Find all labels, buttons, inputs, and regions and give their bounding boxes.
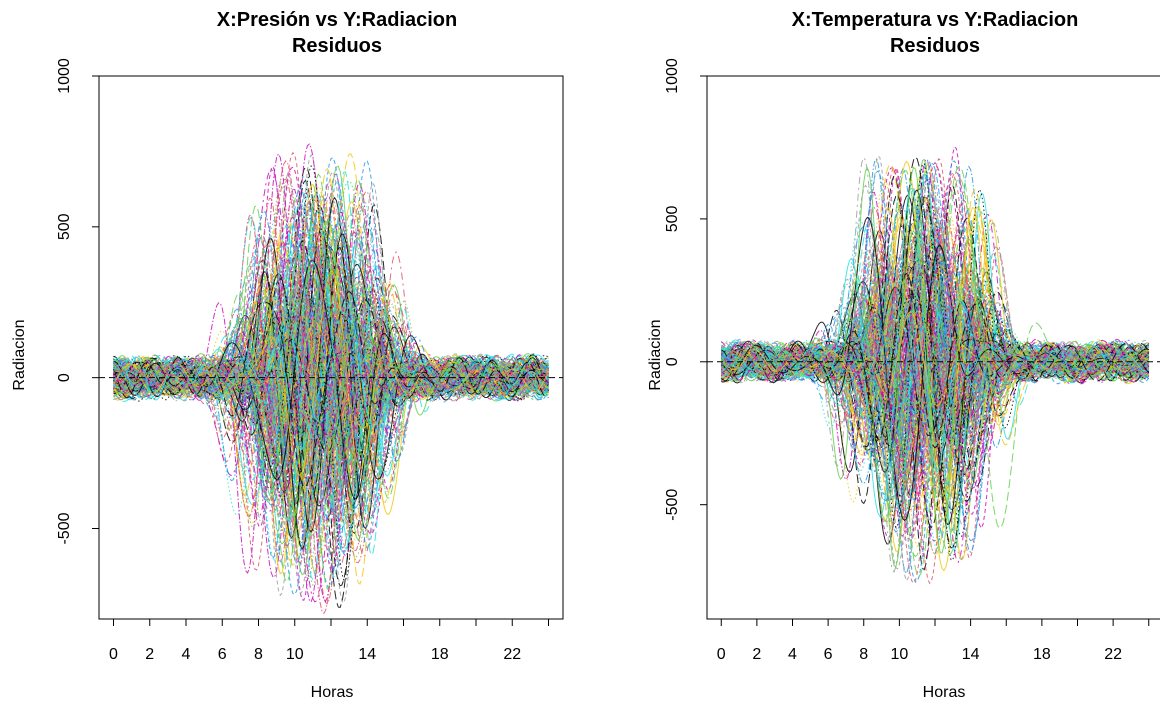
left-chart-series-line-211 — [113, 289, 549, 472]
right-chart-panel: X:Temperatura vs Y:Radiacion Residuos 0 2… — [647, 9, 1160, 701]
left-chart-x-tick-label-0: 0 — [109, 646, 118, 663]
right-chart-series-line-232 — [720, 218, 1150, 503]
right-chart-series-line-235 — [721, 230, 1150, 497]
right-chart-x-tick-label-14: 14 — [962, 646, 980, 663]
left-chart-x-tick-label-8: 8 — [254, 646, 263, 663]
right-chart-series-line-189 — [720, 219, 1150, 511]
left-chart-title-line-1: X:Presión vs Y:Radiacion — [217, 9, 457, 31]
left-chart-x-tick-label-18: 18 — [431, 646, 449, 663]
left-chart-series-line-257 — [113, 290, 549, 488]
left-chart-series-line-106 — [113, 194, 549, 552]
left-chart-series-line-228 — [113, 312, 549, 441]
right-chart-series-line-247 — [720, 311, 1150, 407]
right-chart-series-line-252 — [720, 226, 1149, 503]
left-chart-series-group — [113, 143, 549, 615]
right-chart-title-line-1: X:Temperatura vs Y:Radiacion — [792, 9, 1079, 31]
left-chart-x-tick-label-14: 14 — [358, 646, 376, 663]
left-chart-series-line-255 — [113, 326, 549, 430]
left-chart-series-line-153 — [113, 292, 549, 467]
left-chart-y-tick-label-1000: 1000 — [56, 58, 73, 94]
left-chart-x-tick-label-22: 22 — [503, 646, 521, 663]
left-chart-x-tick-label-10: 10 — [286, 646, 304, 663]
left-chart-x-tick-label-6: 6 — [218, 646, 227, 663]
right-chart-series-line-230 — [720, 316, 1150, 399]
right-chart-title-line-2: Residuos — [890, 35, 980, 57]
left-chart-series-line-231 — [113, 267, 549, 477]
left-chart-series-line-196 — [113, 210, 549, 565]
right-chart-series-line-224 — [720, 214, 1150, 493]
right-chart-series-group — [720, 145, 1150, 585]
right-chart-series-line-258 — [720, 318, 1150, 417]
right-chart-x-tick-label-2: 2 — [752, 646, 761, 663]
left-chart-series-line-53 — [113, 190, 549, 567]
left-chart-x-axis-label: Horas — [311, 684, 354, 701]
left-chart-series-line-250 — [113, 281, 549, 482]
right-chart-series-line-110 — [720, 166, 1149, 542]
left-chart-series-line-248 — [113, 261, 549, 488]
right-chart-x-tick-label-6: 6 — [824, 646, 833, 663]
left-chart-series-line-205 — [113, 237, 549, 517]
left-chart-series-line-178 — [113, 197, 549, 565]
right-chart-x-tick-label-0: 0 — [717, 646, 726, 663]
right-chart-series-line-238 — [721, 265, 1149, 455]
left-chart-series-line-252 — [113, 185, 549, 575]
left-chart-x-axis: 0 2 4 6 8 10 14 18 22 — [109, 618, 549, 663]
right-chart-series-line-242 — [720, 314, 1150, 418]
right-chart-x-axis: 0 2 4 6 8 10 14 18 22 — [717, 618, 1150, 663]
right-chart-series-line-225 — [721, 243, 1150, 471]
left-chart-series-line-258 — [113, 233, 549, 529]
left-chart-series-line-215 — [113, 167, 549, 585]
left-chart-series-line-194 — [113, 263, 549, 498]
right-chart-series-line-170 — [720, 166, 1150, 585]
right-chart-y-tick-label-500: 500 — [664, 205, 681, 232]
right-chart-y-axis-label: Radiacion — [647, 319, 664, 390]
left-chart-y-axis: -500 0 500 1000 — [56, 58, 100, 545]
right-chart-x-axis-label: Horas — [923, 684, 966, 701]
left-chart-title-line-2: Residuos — [292, 35, 382, 57]
right-chart-y-tick-label-0: 0 — [664, 357, 681, 366]
right-chart-y-tick-label-1000: 1000 — [664, 58, 681, 94]
right-chart-series-line-192 — [720, 315, 1150, 416]
left-chart-y-tick-label-500: 500 — [56, 213, 73, 240]
right-chart-series-line-234 — [721, 253, 1149, 490]
right-chart-series-line-203 — [720, 241, 1150, 474]
left-chart-series-line-225 — [113, 284, 549, 467]
left-chart-x-tick-label-2: 2 — [145, 646, 154, 663]
right-chart-series-line-215 — [720, 207, 1150, 513]
left-chart-y-tick-label-0: 0 — [56, 373, 73, 382]
right-chart-series-line-254 — [720, 161, 1150, 515]
right-chart-series-line-256 — [720, 210, 1150, 498]
right-chart-x-tick-label-4: 4 — [788, 646, 797, 663]
right-chart-x-tick-label-8: 8 — [859, 646, 868, 663]
left-chart-series-line-251 — [113, 173, 549, 583]
left-chart-series-line-162 — [113, 217, 549, 516]
left-chart-series-line-244 — [113, 243, 549, 509]
left-chart-panel: X:Presión vs Y:Radiacion Residuos 0 2 4 6 8 1… — [11, 9, 564, 701]
right-chart-series-line-239 — [720, 189, 1150, 512]
right-chart-x-tick-label-18: 18 — [1033, 646, 1051, 663]
left-chart-series-line-256 — [113, 225, 549, 553]
left-chart-x-tick-label-4: 4 — [182, 646, 191, 663]
right-chart-y-axis: -500 0 500 1000 — [664, 58, 708, 521]
left-chart-y-tick-label--500: -500 — [56, 512, 73, 544]
left-chart-series-line-259 — [113, 298, 549, 455]
right-chart-series-line-259 — [720, 166, 1150, 554]
left-chart-series-line-116 — [113, 156, 549, 596]
right-chart-series-line-257 — [720, 272, 1150, 449]
left-chart-series-line-260 — [113, 313, 549, 441]
right-chart-y-tick-label--500: -500 — [664, 489, 681, 521]
right-chart-x-tick-label-22: 22 — [1104, 646, 1122, 663]
left-chart-series-line-214 — [113, 344, 549, 441]
right-chart-x-tick-label-10: 10 — [890, 646, 908, 663]
left-chart-y-axis-label: Radiacion — [11, 319, 28, 390]
